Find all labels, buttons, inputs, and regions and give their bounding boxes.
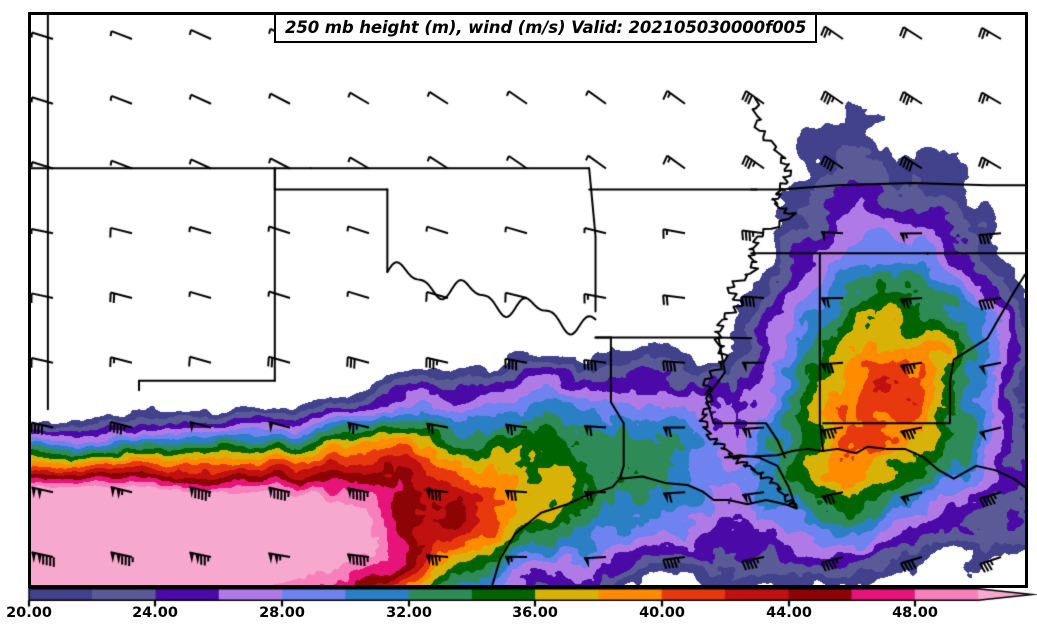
colorbar-tick-32-00: 32.00 — [386, 605, 432, 621]
map-plot-area — [28, 12, 1028, 588]
plot-title: 250 mb height (m), wind (m/s) Valid: 202… — [285, 18, 807, 37]
colorbar-tick-24-00: 24.00 — [132, 605, 178, 621]
colorbar-tick-28-00: 28.00 — [259, 605, 305, 621]
plot-title-box: 250 mb height (m), wind (m/s) Valid: 202… — [274, 13, 818, 43]
colorbar-tick-40-00: 40.00 — [639, 605, 685, 621]
colorbar: 20.00 24.00 28.00 32.00 36.00 40.00 44.00 48.00 — [0, 588, 1037, 633]
colorbar-gradient — [0, 588, 1037, 608]
colorbar-tick-20-00: 20.00 — [6, 605, 52, 621]
colorbar-tick-44-00: 44.00 — [766, 605, 812, 621]
colorbar-tick-36-00: 36.00 — [512, 605, 558, 621]
wind-speed-contour-canvas — [31, 15, 1025, 585]
colorbar-tick-48-00: 48.00 — [892, 605, 938, 621]
